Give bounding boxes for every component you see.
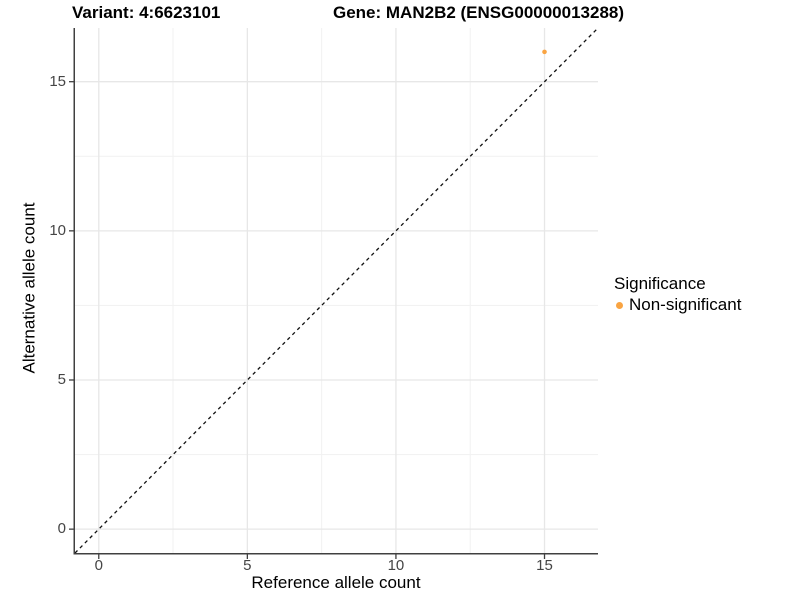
y-tick-label: 15 — [49, 72, 66, 90]
data-point — [542, 49, 547, 55]
x-tick-label: 0 — [94, 557, 103, 574]
x-axis-title: Reference allele count — [251, 573, 421, 592]
plot-title-gene: Gene: MAN2B2 (ENSG00000013288) — [333, 3, 625, 22]
y-tick-label: 5 — [57, 370, 66, 388]
y-tick-label: 10 — [49, 221, 66, 239]
x-tick-label: 5 — [243, 557, 252, 574]
legend-point-icon — [616, 301, 623, 309]
legend-title: Significance — [614, 274, 706, 293]
legend-item-non-significant: Non-significant — [614, 295, 741, 315]
y-axis-title-text: Alternative allele count — [20, 202, 40, 374]
y-tick-label: 0 — [57, 520, 66, 538]
legend-item-label: Non-significant — [629, 295, 742, 314]
plot-title-variant: Variant: 4:6623101 — [72, 3, 221, 22]
x-tick-label: 10 — [387, 557, 405, 574]
identity-reference-line — [74, 27, 599, 554]
legend: Significance Non-significant — [614, 274, 741, 315]
x-tick-label: 15 — [536, 557, 553, 574]
